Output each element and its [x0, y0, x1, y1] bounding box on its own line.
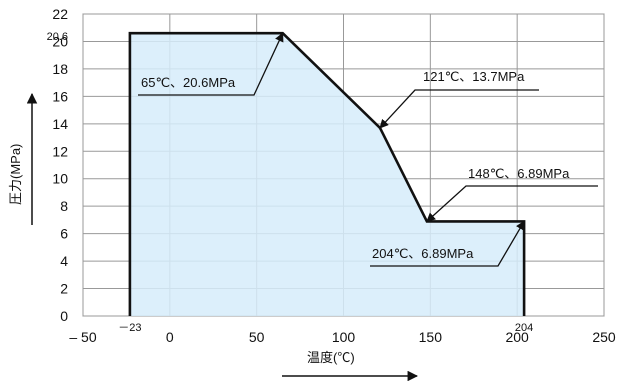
- x-tick-label-3: 100: [332, 329, 356, 345]
- operating-area-fill: [129, 33, 525, 316]
- x-axis-title-group: 温度(℃): [282, 350, 419, 381]
- annotation-label-3: 204℃、6.89MPa: [372, 246, 474, 261]
- annotation-leader-2: [426, 185, 598, 223]
- annotation-leader-1: [379, 89, 539, 129]
- y-tick-label-0: 0: [60, 308, 68, 324]
- x-tick-label-4: 150: [419, 329, 443, 345]
- x-special-label-1: 204: [515, 322, 533, 334]
- x-special-label-0: －23: [118, 322, 141, 334]
- y-tick-label-7: 14: [52, 116, 68, 132]
- y-tick-label-6: 12: [52, 143, 68, 159]
- y-tick-label-9: 18: [52, 61, 68, 77]
- annotation-leader-0: [138, 32, 284, 96]
- annotation-leader-3: [370, 220, 525, 267]
- y-tick-label-4: 8: [60, 198, 68, 214]
- y-axis-title-group: 圧力(MPa): [8, 92, 38, 225]
- y-tick-label-10: 20: [52, 33, 68, 49]
- x-tick-label-1: 0: [166, 329, 174, 345]
- x-tick-label-2: 50: [249, 329, 265, 345]
- tick-labels: – 50 0 50 100 150 200 2500246810121416182022－2…: [47, 6, 616, 345]
- x-axis-title: 温度(℃): [307, 350, 355, 365]
- y-tick-label-2: 4: [60, 253, 68, 269]
- y-tick-label-5: 10: [52, 171, 68, 187]
- y-tick-label-3: 6: [60, 226, 68, 242]
- x-tick-label-5: 200: [505, 329, 529, 345]
- y-tick-label-8: 16: [52, 88, 68, 104]
- y-tick-label-11: 22: [52, 6, 68, 22]
- annotation-label-1: 121℃、13.7MPa: [423, 69, 525, 84]
- annotations: 65℃、20.6MPa 121℃、13.7MPa 148℃、6.89MPa 204℃、…: [138, 32, 598, 267]
- x-tick-label-0: – 50: [69, 329, 96, 345]
- y-axis-title: 圧力(MPa): [8, 144, 23, 205]
- annotation-label-0: 65℃、20.6MPa: [141, 75, 236, 90]
- annotation-label-2: 148℃、6.89MPa: [468, 166, 570, 181]
- y-tick-label-1: 2: [60, 281, 68, 297]
- x-tick-label-6: 250: [592, 329, 616, 345]
- y-special-label-0: 20.6: [47, 31, 68, 43]
